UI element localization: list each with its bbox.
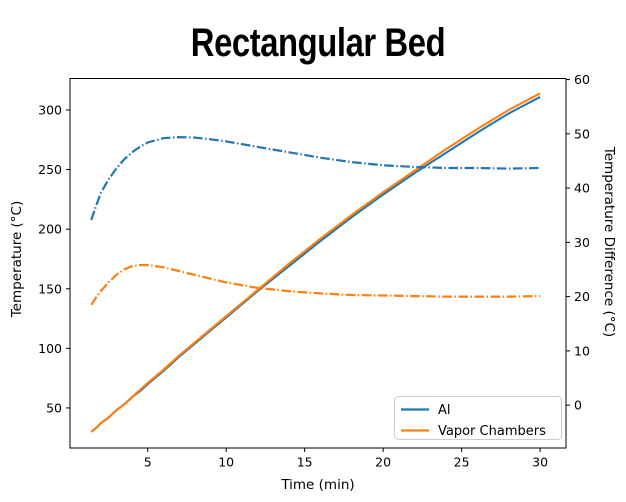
left-y-tick-label: 150: [38, 281, 62, 296]
right-y-tick-label: 60: [574, 72, 590, 87]
x-tick-label: 25: [454, 455, 470, 470]
al-line: [90, 95, 541, 433]
left-y-tick-label: 300: [38, 102, 62, 117]
right-y-axis-label: Temperature Difference (°C): [601, 146, 617, 337]
x-tick-label: 15: [297, 455, 313, 470]
plot-border: [69, 78, 567, 449]
right-y-tick-label: 20: [574, 289, 590, 304]
right-y-tick-label: 0: [574, 398, 582, 413]
left-y-tick-label: 50: [46, 400, 62, 415]
x-tick-label: 20: [375, 455, 391, 470]
left-y-tick-label: 250: [38, 162, 62, 177]
right-y-tick-label: 30: [574, 235, 590, 250]
vapor-chambers-temperature-difference-line: [90, 264, 541, 306]
left-y-axis-label: Temperature (°C): [9, 201, 25, 319]
chart-title: Rectangular Bed: [191, 20, 445, 65]
legend: Al Vapor Chambers: [394, 396, 562, 440]
right-y-tick-label: 50: [574, 126, 590, 141]
x-tick-label: 30: [532, 455, 548, 470]
left-y-tick-label: 200: [38, 222, 62, 237]
x-axis-label: Time (min): [280, 477, 354, 493]
plot-series: [90, 92, 541, 433]
vapor-chambers-line: [90, 92, 541, 433]
legend-label-al: Al: [438, 403, 451, 418]
right-y-tick-label: 10: [574, 343, 590, 358]
x-tick-label: 5: [144, 455, 152, 470]
legend-box: [394, 396, 562, 440]
x-tick-label: 10: [218, 455, 234, 470]
axis-ticks: 5 10 15 20 25 30 50 100 150 200 250 300 0 10 20 30 40 50 6…: [38, 72, 590, 469]
legend-label-vapor-chambers: Vapor Chambers: [438, 424, 546, 439]
left-y-tick-label: 100: [38, 341, 62, 356]
al-temperature-difference-line: [90, 136, 541, 221]
right-y-tick-label: 40: [574, 181, 590, 196]
